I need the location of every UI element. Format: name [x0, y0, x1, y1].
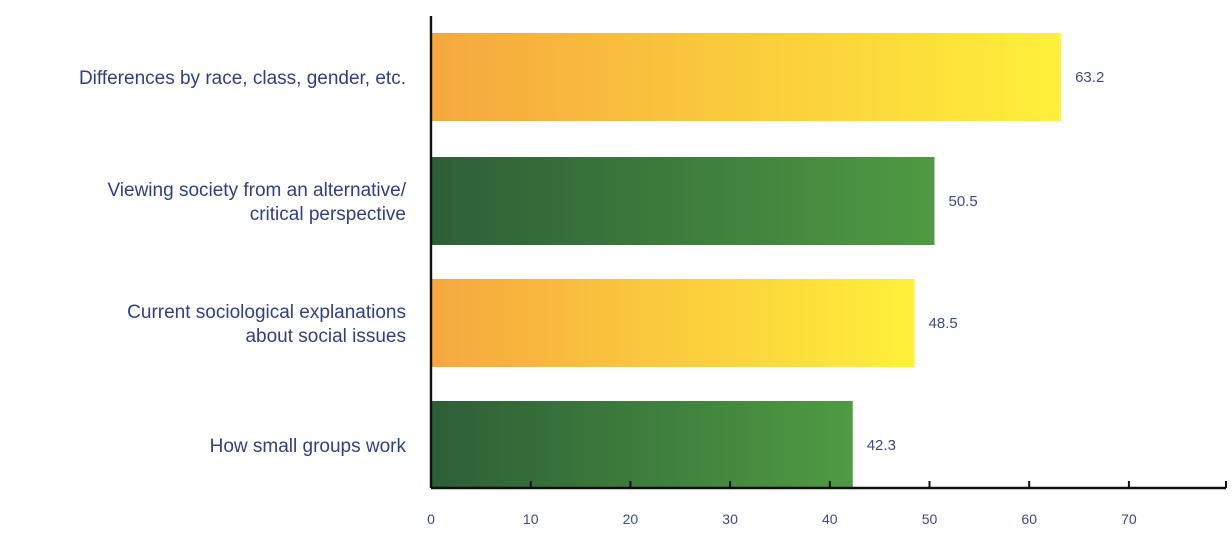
- x-tick-label: 20: [623, 511, 639, 527]
- x-tick-label: 10: [523, 511, 539, 527]
- category-label: critical perspective: [250, 204, 406, 225]
- category-label: about social issues: [245, 326, 406, 347]
- category-label: How small groups work: [210, 436, 407, 457]
- category-labels: Differences by race, class, gender, etc.…: [79, 68, 407, 457]
- x-tick-label: 50: [922, 511, 938, 527]
- x-tick-label: 40: [822, 511, 838, 527]
- x-tick-label: 30: [722, 511, 738, 527]
- x-tick-label: 60: [1021, 511, 1037, 527]
- bar: [431, 279, 915, 367]
- bar-value-label: 50.5: [948, 193, 977, 210]
- bar-value-label: 48.5: [929, 315, 958, 332]
- bars-layer: [431, 33, 1062, 489]
- category-label: Viewing society from an alternative/: [107, 180, 406, 201]
- x-tick-label: 0: [427, 511, 435, 527]
- x-tick-label: 70: [1121, 511, 1137, 527]
- category-label: Current sociological explanations: [127, 302, 406, 323]
- bar: [431, 401, 853, 489]
- axes: 0 10 20 30 40 50 60 70: [427, 16, 1227, 527]
- bar: [431, 33, 1062, 121]
- bar-value-label: 42.3: [867, 437, 896, 454]
- value-labels: 63.2 50.5 48.5 42.3: [867, 69, 1105, 454]
- bar: [431, 157, 935, 245]
- bar-value-label: 63.2: [1075, 69, 1104, 86]
- category-label: Differences by race, class, gender, etc.: [79, 68, 406, 89]
